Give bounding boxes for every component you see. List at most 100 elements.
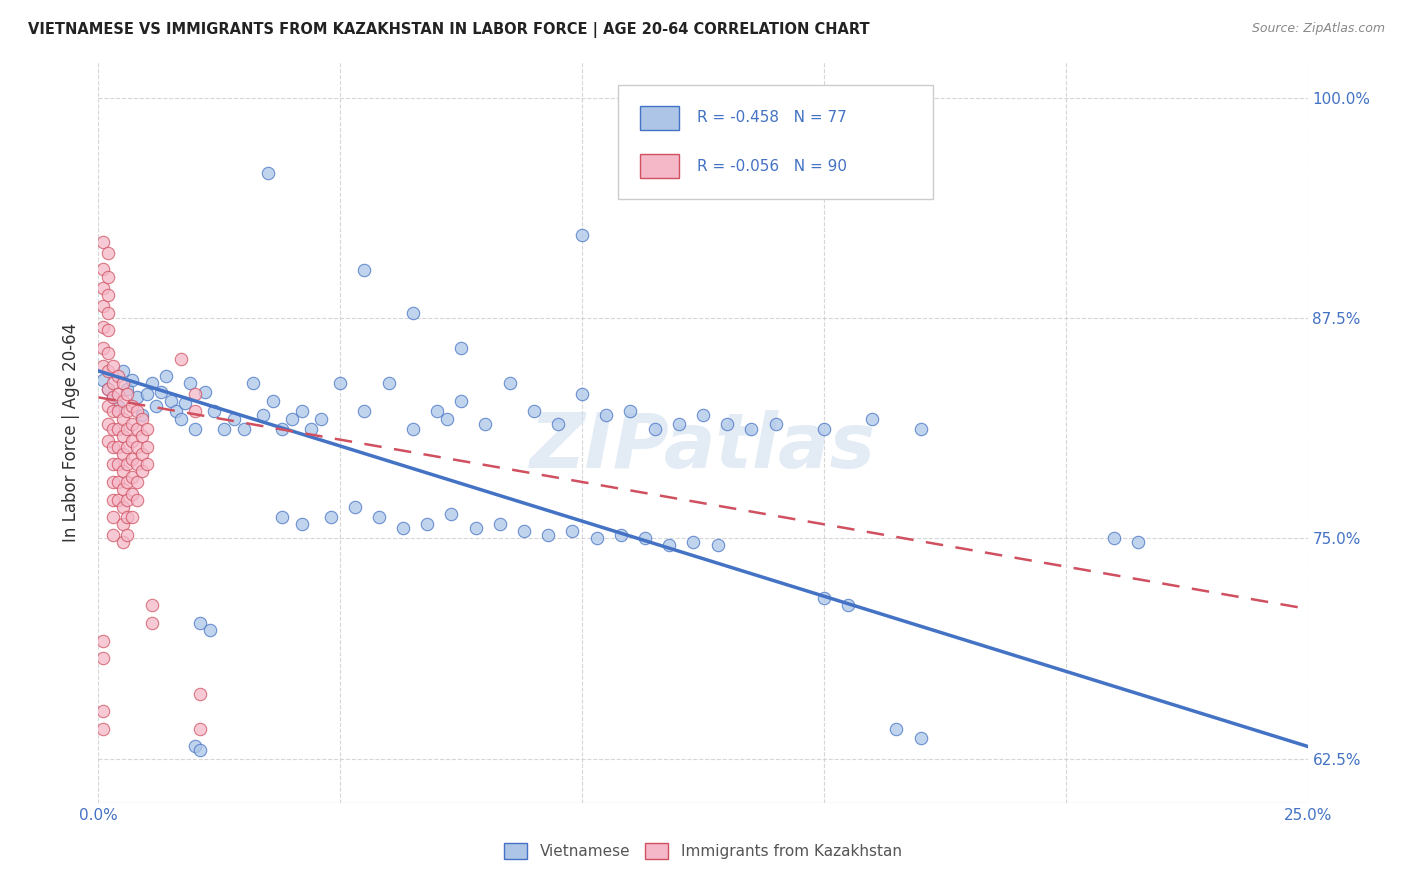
Point [135,440,157,454]
Point [547,417,569,431]
Point [571,387,593,401]
Point [402,422,425,436]
Point [242,376,264,391]
Point [668,417,690,431]
Point [436,411,458,425]
Point [121,373,143,387]
Bar [640,154,679,178]
Point [91,261,114,276]
Point [107,399,129,413]
Point [571,228,593,243]
Point [97,270,120,285]
Point [97,382,120,396]
Point [141,599,163,613]
Point [309,411,332,425]
Point [1102,532,1125,546]
Point [107,475,129,489]
Point [610,528,633,542]
Point [184,404,207,418]
Point [740,422,762,436]
Point [111,393,134,408]
Point [135,422,157,436]
Point [91,633,114,648]
Point [204,404,226,418]
Point [117,404,139,418]
Point [141,615,163,630]
Text: R = -0.458   N = 77: R = -0.458 N = 77 [697,111,846,126]
Point [127,440,149,454]
Text: R = -0.056   N = 90: R = -0.056 N = 90 [697,159,846,174]
Point [188,743,211,757]
Point [169,411,191,425]
Point [111,447,134,461]
Point [117,510,139,524]
Point [523,404,546,418]
Point [107,458,129,472]
Point [97,245,120,260]
Point [513,524,536,539]
Point [107,387,129,401]
Point [97,306,120,320]
Point [117,440,139,454]
Point [150,385,173,400]
Y-axis label: In Labor Force | Age 20-64: In Labor Force | Age 20-64 [62,323,80,542]
Point [184,387,207,401]
Point [101,458,124,472]
Point [837,599,859,613]
Point [682,535,704,549]
Point [489,517,512,532]
Point [97,399,120,413]
Point [595,408,617,422]
Point [107,369,129,384]
Point [440,507,463,521]
Point [121,452,143,467]
Point [91,651,114,665]
Point [91,235,114,250]
Point [111,464,134,478]
Point [97,417,120,431]
Point [111,535,134,549]
Point [117,458,139,472]
Point [111,411,134,425]
Point [353,404,375,418]
Point [97,434,120,449]
Point [101,528,124,542]
Point [127,404,149,418]
Point [101,422,124,436]
Point [155,369,177,384]
Bar [640,106,679,130]
Point [290,404,312,418]
Point [117,382,139,396]
Point [252,408,274,422]
Point [97,364,120,378]
Legend: Vietnamese, Immigrants from Kazakhstan: Vietnamese, Immigrants from Kazakhstan [498,838,908,865]
Point [1128,535,1150,549]
Point [101,510,124,524]
Point [101,390,124,404]
Point [127,458,149,472]
Point [537,528,560,542]
Point [886,722,908,736]
Point [160,393,183,408]
Point [135,387,157,401]
Point [111,482,134,496]
Point [131,464,153,478]
Point [706,538,728,552]
Point [101,404,124,418]
Point [256,166,278,180]
Point [644,422,666,436]
Point [101,359,124,373]
Point [107,440,129,454]
Point [97,382,120,396]
Point [860,411,883,425]
Point [117,387,139,401]
Point [107,422,129,436]
Text: Source: ZipAtlas.com: Source: ZipAtlas.com [1251,22,1385,36]
Point [188,722,211,736]
Point [107,492,129,507]
Point [198,623,221,637]
Point [232,422,254,436]
Point [121,434,143,449]
Point [127,422,149,436]
Point [194,385,217,400]
